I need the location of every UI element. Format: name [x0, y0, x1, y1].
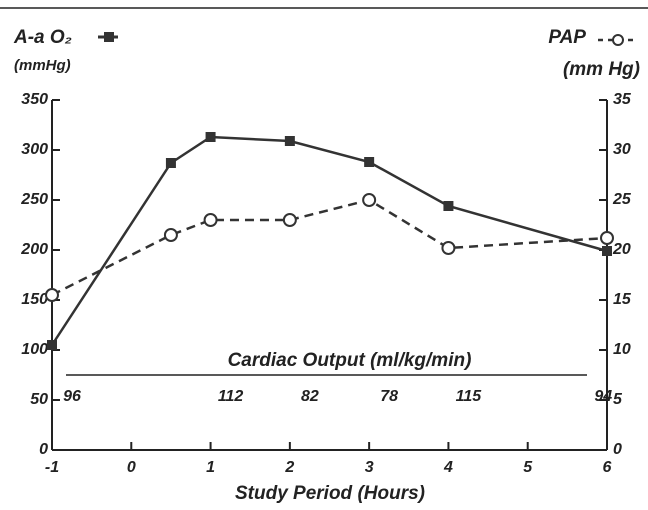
y2-tick-label: 10 — [613, 341, 631, 358]
y2-tick-label: 30 — [613, 141, 631, 158]
annotation-value: 82 — [301, 388, 319, 405]
x-tick-label: 0 — [127, 459, 136, 476]
annotation-value: 94 — [594, 388, 612, 405]
y2-tick-label: 25 — [612, 191, 632, 208]
x-tick-label: 2 — [284, 459, 294, 476]
point — [443, 201, 454, 211]
y-axis-units: (mmHg) — [14, 57, 71, 74]
annotation-value: 96 — [63, 388, 81, 405]
y2-tick-label: 5 — [613, 391, 623, 408]
y-axis-label: A-a O₂ — [13, 27, 72, 48]
point — [203, 213, 218, 227]
y2-tick-label: 20 — [612, 241, 631, 258]
point — [602, 246, 612, 256]
point — [165, 158, 176, 168]
annotation-value: 112 — [218, 388, 244, 405]
y2-axis-units: (mm Hg) — [563, 59, 640, 80]
series-line — [51, 198, 608, 297]
y-tick-label: 350 — [21, 91, 48, 108]
point — [441, 241, 456, 255]
point — [163, 228, 178, 242]
x-tick-label: 1 — [206, 459, 215, 476]
y2-tick-label: 35 — [613, 91, 632, 108]
annotation-value: 78 — [380, 388, 398, 405]
x-tick-label: 5 — [523, 459, 533, 476]
annotation-value: 115 — [456, 388, 483, 405]
y-tick-label: 150 — [21, 291, 48, 308]
y-tick-label: 300 — [21, 141, 48, 158]
x-tick-label: 6 — [603, 459, 612, 476]
point — [205, 132, 216, 142]
point — [45, 288, 59, 302]
legend-marker — [104, 32, 114, 42]
x-tick-label: -1 — [45, 459, 59, 476]
x-axis-label: Study Period (Hours) — [235, 483, 425, 504]
y2-axis-label: PAP — [548, 27, 586, 48]
y-tick-label: 100 — [21, 341, 48, 358]
point — [600, 231, 614, 245]
point — [282, 213, 297, 227]
y-tick-label: 250 — [20, 191, 48, 208]
x-tick-label: 3 — [365, 459, 374, 476]
x-tick-label: 4 — [443, 459, 453, 476]
y-tick-label: 0 — [39, 441, 48, 458]
y-tick-label: 200 — [20, 241, 48, 258]
point — [364, 157, 375, 167]
series-line — [50, 135, 608, 346]
annotation-title: Cardiac Output (ml/kg/min) — [228, 350, 472, 371]
point — [47, 340, 57, 350]
point — [284, 136, 295, 146]
y2-tick-label: 0 — [613, 441, 622, 458]
y-tick-label: 50 — [30, 391, 48, 408]
legend-marker — [612, 34, 624, 46]
y2-tick-label: 15 — [613, 291, 632, 308]
point — [362, 193, 377, 207]
